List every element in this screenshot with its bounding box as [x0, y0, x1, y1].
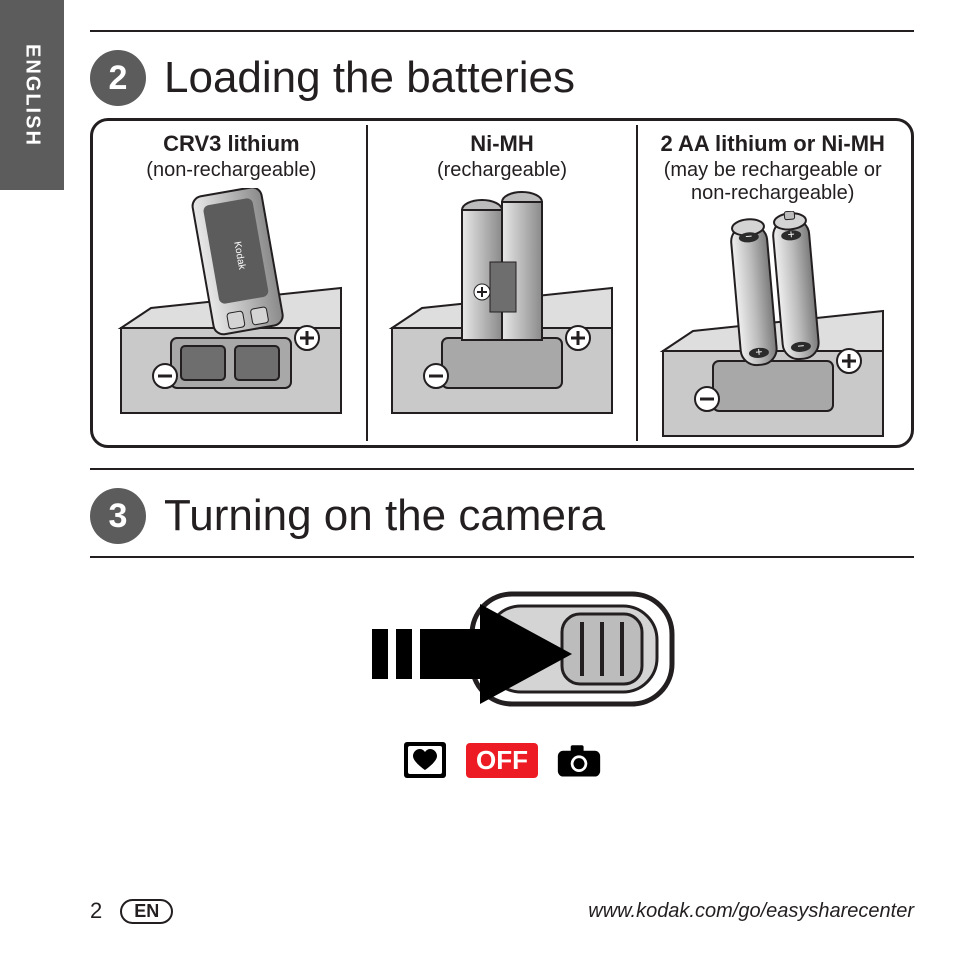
step-number-badge: 3 — [90, 488, 146, 544]
page-footer: 2 EN www.kodak.com/go/easysharecenter — [90, 898, 914, 924]
option-title: Ni-MH — [470, 131, 534, 157]
step-title: Loading the batteries — [164, 53, 575, 103]
page-number: 2 — [90, 898, 102, 924]
step-title: Turning on the camera — [164, 491, 605, 541]
battery-options-panel: CRV3 lithium (non-rechargeable) — [90, 118, 914, 448]
step-3-header: 3 Turning on the camera — [90, 488, 914, 544]
battery-option-aa: 2 AA lithium or Ni-MH (may be rechargeab… — [638, 125, 907, 441]
option-subtitle: (rechargeable) — [437, 159, 567, 182]
footer-url: www.kodak.com/go/easysharecenter — [588, 900, 914, 923]
divider — [90, 556, 914, 558]
svg-text:−: − — [744, 229, 752, 244]
divider — [90, 30, 914, 32]
illustration: − + + − — [646, 211, 899, 441]
power-switch-area: OFF — [90, 584, 914, 780]
illustration: Kodak — [105, 188, 358, 418]
battery-option-crv3: CRV3 lithium (non-rechargeable) — [97, 125, 368, 441]
camera-icon — [556, 740, 602, 780]
battery-option-nimh: Ni-MH (rechargeable) — [368, 125, 639, 441]
step-number-badge: 2 — [90, 50, 146, 106]
svg-text:+: + — [787, 227, 795, 242]
favorites-icon — [402, 740, 448, 780]
option-subtitle: (may be rechargeable or non-rechargeable… — [646, 159, 899, 205]
divider — [90, 468, 914, 470]
svg-text:+: + — [754, 345, 762, 360]
option-subtitle: (non-rechargeable) — [146, 159, 316, 182]
off-label: OFF — [466, 743, 538, 778]
mode-indicator-row: OFF — [402, 740, 602, 780]
language-tab: ENGLISH — [0, 0, 64, 190]
page-content: 2 Loading the batteries CRV3 lithium (no… — [90, 30, 914, 924]
option-title: 2 AA lithium or Ni-MH — [660, 131, 884, 157]
illustration — [376, 188, 629, 418]
power-switch-illustration — [312, 584, 692, 724]
option-title: CRV3 lithium — [163, 131, 300, 157]
step-2-header: 2 Loading the batteries — [90, 50, 914, 106]
svg-text:−: − — [796, 339, 804, 354]
language-pill: EN — [120, 899, 173, 924]
